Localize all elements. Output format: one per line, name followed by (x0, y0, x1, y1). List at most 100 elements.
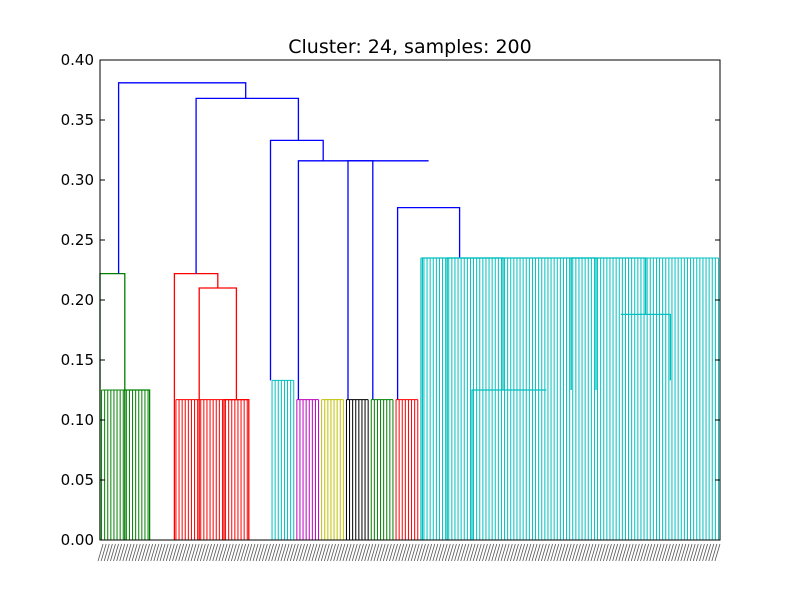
leaf-label (190, 543, 197, 562)
leaf-label (429, 543, 436, 562)
leaf-label (265, 543, 271, 562)
leaf-label (435, 543, 442, 562)
leaf-label (500, 543, 507, 562)
leaf-label (175, 543, 181, 562)
leaf-label (134, 543, 141, 562)
leaf-label (342, 543, 349, 562)
leaf-label (702, 543, 708, 562)
leaf-label (708, 543, 715, 562)
leaf-label (392, 543, 398, 562)
leaf-label (568, 543, 575, 562)
leaf-label (646, 543, 653, 562)
leaf-label (575, 543, 581, 562)
dendrogram-leaf-lines (101, 257, 719, 540)
leaf-label (602, 543, 609, 562)
leaf-label (255, 543, 262, 562)
leaf-label (420, 543, 426, 562)
leaf-label (457, 543, 464, 562)
leaf-label (671, 543, 677, 562)
leaf-label (199, 543, 206, 562)
leaf-label (460, 543, 467, 562)
leaf-label (227, 543, 234, 562)
leaf-label (203, 543, 209, 562)
leaf-label (485, 543, 491, 562)
leaf-label (258, 543, 265, 562)
leaf-label (494, 543, 501, 562)
leaf-label (643, 543, 650, 562)
leaf-label (292, 543, 299, 562)
leaf-label (692, 543, 699, 562)
leaf-label (296, 543, 302, 562)
leaf-label (184, 543, 191, 562)
leaf-label (320, 543, 327, 562)
leaf-label (416, 543, 423, 562)
leaf-label (323, 543, 330, 562)
leaf-label (438, 543, 445, 562)
leaf-label (652, 543, 659, 562)
y-tick-label: 0.40 (61, 51, 94, 69)
leaf-label (447, 543, 454, 562)
leaf-label (395, 543, 402, 562)
leaf-label (547, 543, 553, 562)
leaf-label (168, 543, 175, 562)
leaf-label (367, 543, 374, 562)
leaf-label (683, 543, 690, 562)
dendrogram-link (269, 139, 324, 381)
leaf-label (196, 543, 203, 562)
leaf-label (165, 543, 172, 562)
leaf-label (711, 543, 718, 562)
leaf-label (345, 543, 352, 562)
leaf-label (478, 543, 485, 562)
leaf-label (122, 543, 129, 562)
leaf-label (283, 543, 290, 562)
leaf-label (128, 543, 135, 562)
leaf-label (97, 543, 104, 562)
leaf-label (699, 543, 705, 562)
leaf-label (116, 543, 123, 562)
leaf-label (379, 543, 386, 562)
leaf-label (615, 543, 622, 562)
leaf-label (147, 543, 154, 562)
leaf-label (110, 543, 116, 562)
leaf-label (317, 543, 324, 562)
leaf-label (544, 543, 550, 562)
leaf-label (596, 543, 603, 562)
leaf-label (513, 543, 519, 562)
leaf-label (491, 543, 498, 562)
leaf-label (351, 543, 358, 562)
leaf-label (540, 543, 547, 562)
leaf-label (482, 543, 488, 562)
leaf-label (432, 543, 439, 562)
leaf-label (578, 543, 584, 562)
y-tick-label: 0.20 (61, 291, 94, 309)
dendrogram-link (297, 160, 429, 400)
leaf-label (714, 543, 721, 562)
leaf-label (695, 543, 702, 562)
leaf-label (218, 543, 225, 562)
leaf-label (686, 543, 693, 562)
leaf-label (193, 543, 200, 562)
leaf-label (627, 543, 634, 562)
leaf-label (274, 543, 281, 562)
leaf-label (624, 543, 631, 562)
leaf-label (664, 543, 671, 562)
leaf-label (472, 543, 479, 562)
leaf-label (475, 543, 482, 562)
leaf-label (509, 543, 516, 562)
leaf-label (612, 543, 619, 562)
leaf-label (556, 543, 563, 562)
leaf-label (469, 543, 476, 562)
leaf-label (506, 543, 513, 562)
leaf-label (221, 543, 228, 562)
leaf-label (106, 543, 113, 562)
leaf-label (370, 543, 377, 562)
leaf-label (103, 543, 110, 562)
leaf-label (606, 543, 612, 562)
leaf-label (531, 543, 538, 562)
chart-title: Cluster: 24, samples: 200 (288, 36, 531, 58)
y-tick-label: 0.25 (61, 231, 94, 249)
leaf-label (172, 543, 178, 562)
leaf-label (407, 543, 414, 562)
